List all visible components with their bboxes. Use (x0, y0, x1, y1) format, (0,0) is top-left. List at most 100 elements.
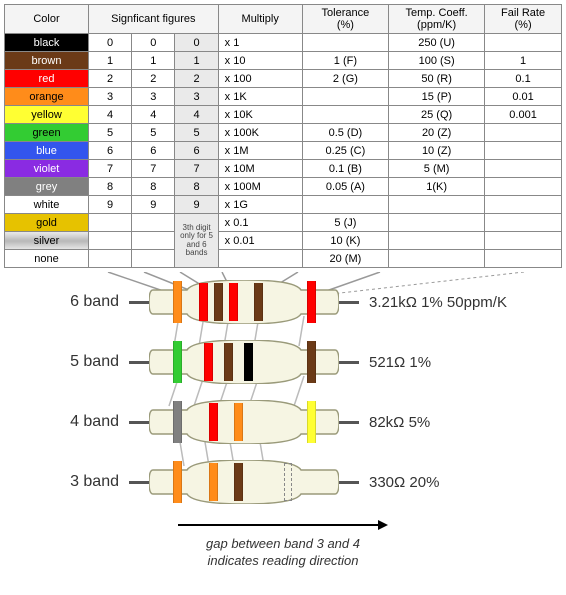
header-sigfig: Signficant figures (89, 5, 219, 34)
tempco-cell (389, 232, 485, 250)
failrate-cell (485, 178, 562, 196)
sigfig-cell: 2 (175, 70, 218, 88)
tempco-cell: 250 (U) (389, 34, 485, 52)
resistor-band (229, 283, 238, 321)
resistor-band (209, 403, 218, 441)
resistor-band-count-label: 6 band (4, 293, 129, 311)
resistor-band (173, 461, 182, 503)
resistor-value-label: 521Ω 1% (359, 354, 431, 371)
failrate-cell: 1 (485, 52, 562, 70)
color-name-cell: black (5, 34, 89, 52)
sigfig-cell: 9 (132, 196, 175, 214)
table-row: violet777x 10M0.1 (B)5 (M) (5, 160, 562, 178)
multiply-cell (218, 250, 302, 268)
table-row: yellow444x 10K25 (Q)0.001 (5, 106, 562, 124)
failrate-cell (485, 232, 562, 250)
tolerance-cell: 20 (M) (302, 250, 388, 268)
header-tempco: Temp. Coeff.(ppm/K) (389, 5, 485, 34)
resistor-lead (339, 421, 359, 424)
table-row: white999x 1G (5, 196, 562, 214)
resistor-band-count-label: 3 band (4, 473, 129, 491)
table-row: grey888x 100M0.05 (A)1(K) (5, 178, 562, 196)
resistor-lead (339, 481, 359, 484)
failrate-cell (485, 34, 562, 52)
header-failrate: Fail Rate(%) (485, 5, 562, 34)
tempco-cell (389, 250, 485, 268)
multiply-cell: x 0.01 (218, 232, 302, 250)
sigfig-cell: 6 (175, 142, 218, 160)
table-row: brown111x 101 (F)100 (S)1 (5, 52, 562, 70)
failrate-cell (485, 160, 562, 178)
tolerance-cell (302, 106, 388, 124)
resistor-value-label: 82kΩ 5% (359, 414, 430, 431)
tempco-cell (389, 214, 485, 232)
sigfig-cell: 4 (175, 106, 218, 124)
color-name-cell: green (5, 124, 89, 142)
resistor-value-label: 3.21kΩ 1% 50ppm/K (359, 294, 507, 311)
sigfig-cell: 7 (175, 160, 218, 178)
failrate-cell (485, 124, 562, 142)
resistor-row: 5 band 521Ω 1% (4, 332, 562, 392)
header-tolerance: Tolerance(%) (302, 5, 388, 34)
header-multiply: Multiply (218, 5, 302, 34)
sigfig-cell: 0 (175, 34, 218, 52)
resistor-band-placeholder (284, 463, 292, 501)
sigfig-cell (132, 250, 175, 268)
resistor-band (244, 343, 253, 381)
failrate-cell (485, 214, 562, 232)
color-code-table: Color Signficant figures Multiply Tolera… (4, 4, 562, 268)
sigfig-cell: 7 (89, 160, 132, 178)
multiply-cell: x 10M (218, 160, 302, 178)
resistor-lead (129, 361, 149, 364)
resistor-lead (339, 361, 359, 364)
resistor-band (214, 283, 223, 321)
sigfig-cell: 8 (175, 178, 218, 196)
sigfig-cell: 1 (89, 52, 132, 70)
tolerance-cell: 10 (K) (302, 232, 388, 250)
resistor-diagram: 6 band 3.21kΩ 1% 50ppm/K5 band 521Ω 1%4 … (4, 272, 562, 570)
sigfig-cell: 0 (89, 34, 132, 52)
tempco-cell: 20 (Z) (389, 124, 485, 142)
sigfig-cell: 5 (89, 124, 132, 142)
color-name-cell: silver (5, 232, 89, 250)
color-name-cell: none (5, 250, 89, 268)
table-row: green555x 100K0.5 (D)20 (Z) (5, 124, 562, 142)
resistor-body (149, 460, 339, 504)
color-name-cell: blue (5, 142, 89, 160)
sigfig-cell: 2 (89, 70, 132, 88)
tolerance-cell (302, 196, 388, 214)
color-name-cell: orange (5, 88, 89, 106)
color-name-cell: white (5, 196, 89, 214)
resistor-row: 3 band 330Ω 20% (4, 452, 562, 512)
table-row: orange333x 1K15 (P)0.01 (5, 88, 562, 106)
tolerance-cell (302, 88, 388, 106)
tolerance-cell: 1 (F) (302, 52, 388, 70)
multiply-cell: x 100K (218, 124, 302, 142)
resistor-band (173, 401, 182, 443)
diagram-caption: gap between band 3 and 4 indicates readi… (4, 536, 562, 570)
color-name-cell: yellow (5, 106, 89, 124)
resistor-lead (339, 301, 359, 304)
sigfig-note: 3th digit only for 5 and 6 bands (175, 214, 218, 268)
sigfig-cell: 3 (89, 88, 132, 106)
sigfig-cell (132, 232, 175, 250)
tempco-cell: 25 (Q) (389, 106, 485, 124)
table-row: blue666x 1M0.25 (C)10 (Z) (5, 142, 562, 160)
sigfig-cell: 4 (132, 106, 175, 124)
tempco-cell (389, 196, 485, 214)
sigfig-cell: 0 (132, 34, 175, 52)
failrate-cell (485, 250, 562, 268)
sigfig-cell: 7 (132, 160, 175, 178)
sigfig-cell: 8 (89, 178, 132, 196)
sigfig-cell: 3 (132, 88, 175, 106)
resistor-band (173, 341, 182, 383)
sigfig-cell: 9 (89, 196, 132, 214)
resistor-band (234, 463, 243, 501)
header-color: Color (5, 5, 89, 34)
sigfig-cell: 6 (89, 142, 132, 160)
resistor-band-count-label: 5 band (4, 353, 129, 371)
color-name-cell: red (5, 70, 89, 88)
resistor-lead (129, 301, 149, 304)
sigfig-cell: 1 (132, 52, 175, 70)
table-row: silver x 0.0110 (K) (5, 232, 562, 250)
